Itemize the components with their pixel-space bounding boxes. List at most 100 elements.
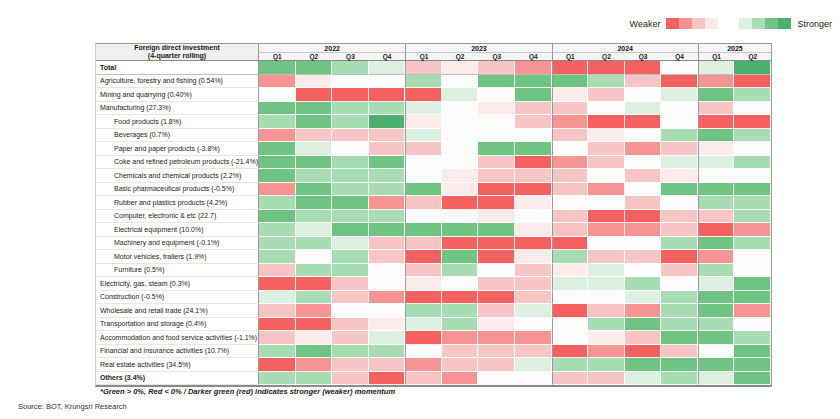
heat-cell [296, 277, 333, 291]
heat-cell [259, 372, 296, 386]
heat-cell [369, 264, 406, 278]
heat-cell [405, 277, 442, 291]
row-label: Chemicals and chemical products (2.2%) [96, 169, 259, 183]
heat-cell [588, 169, 625, 183]
heat-cell [625, 75, 662, 89]
heat-cell [332, 210, 369, 224]
heat-cell [478, 250, 515, 264]
heat-cell [625, 264, 662, 278]
heat-cell [405, 372, 442, 386]
row-label: Furniture (0.5%) [96, 264, 259, 278]
heat-cell [552, 210, 589, 224]
heat-cell [625, 115, 662, 129]
heat-cell [405, 88, 442, 102]
heat-cell [259, 142, 296, 156]
heat-cell [734, 318, 771, 332]
heat-cell [588, 156, 625, 170]
heat-cell [515, 156, 552, 170]
row-label: Machinery and equipment (-0.1%) [96, 237, 259, 251]
heat-cell [661, 372, 698, 386]
heat-cell [296, 156, 333, 170]
row-label: Construction (-0.5%) [96, 291, 259, 305]
heat-cell [405, 250, 442, 264]
heat-cell [661, 345, 698, 359]
heat-cell [552, 169, 589, 183]
heat-cell [552, 102, 589, 116]
heat-cell [515, 102, 552, 116]
heat-cell [588, 291, 625, 305]
heat-cell [734, 237, 771, 251]
row-label: Manufacturing (27.3%) [96, 102, 259, 116]
heat-cell [332, 291, 369, 305]
heat-cell [405, 183, 442, 197]
heat-cell [698, 102, 735, 116]
heat-cell [588, 115, 625, 129]
heat-cell [734, 358, 771, 372]
heat-cell [515, 372, 552, 386]
heat-cell [661, 88, 698, 102]
heat-cell [442, 196, 479, 210]
heat-cell [625, 156, 662, 170]
heat-cell [369, 156, 406, 170]
heat-cell [625, 210, 662, 224]
heat-cell [734, 75, 771, 89]
row-label: Real estate activities (34.5%) [96, 358, 259, 372]
heat-cell [625, 277, 662, 291]
heat-cell [698, 210, 735, 224]
heat-cell [296, 75, 333, 89]
heat-cell [259, 61, 296, 75]
heat-cell [259, 250, 296, 264]
legend-green-swatches [739, 18, 791, 29]
heat-cell [296, 318, 333, 332]
heat-cell [369, 169, 406, 183]
heat-cell [734, 129, 771, 143]
row-label: Agriculture, forestry and fishing (0.54%… [96, 75, 259, 89]
heat-cell [478, 210, 515, 224]
heat-cell [442, 318, 479, 332]
heat-cell [661, 129, 698, 143]
heat-cell [259, 129, 296, 143]
heat-cell [332, 156, 369, 170]
heat-cell [369, 331, 406, 345]
heat-cell [478, 372, 515, 386]
heat-cell [588, 142, 625, 156]
heat-cell [369, 291, 406, 305]
quarter-header-2023-Q1: Q1 [405, 53, 442, 61]
heat-cell [332, 61, 369, 75]
heat-cell [625, 291, 662, 305]
heat-cell [296, 372, 333, 386]
heat-cell [552, 250, 589, 264]
heat-cell [332, 75, 369, 89]
heat-cell [698, 304, 735, 318]
heat-cell [442, 304, 479, 318]
heat-cell [369, 61, 406, 75]
heat-cell [698, 115, 735, 129]
heat-cell [478, 291, 515, 305]
heat-cell [478, 345, 515, 359]
heat-cell [442, 102, 479, 116]
heat-cell [734, 196, 771, 210]
heat-cell [734, 88, 771, 102]
heat-cell [478, 183, 515, 197]
heat-cell [515, 277, 552, 291]
heat-cell [588, 129, 625, 143]
heat-cell [369, 372, 406, 386]
heat-cell [588, 102, 625, 116]
quarter-header-2022-Q4: Q4 [369, 53, 406, 61]
heat-cell [515, 129, 552, 143]
heat-cell [259, 223, 296, 237]
heat-cell [332, 142, 369, 156]
heat-cell [405, 156, 442, 170]
heat-cell [625, 372, 662, 386]
quarter-header-2022-Q1: Q1 [259, 53, 296, 61]
heat-cell [296, 345, 333, 359]
heat-cell [625, 237, 662, 251]
heat-cell [369, 183, 406, 197]
heat-cell [661, 115, 698, 129]
heat-cell [625, 304, 662, 318]
heat-cell [405, 129, 442, 143]
heat-cell [405, 223, 442, 237]
heat-cell [478, 169, 515, 183]
heat-cell [515, 196, 552, 210]
heat-cell [296, 102, 333, 116]
